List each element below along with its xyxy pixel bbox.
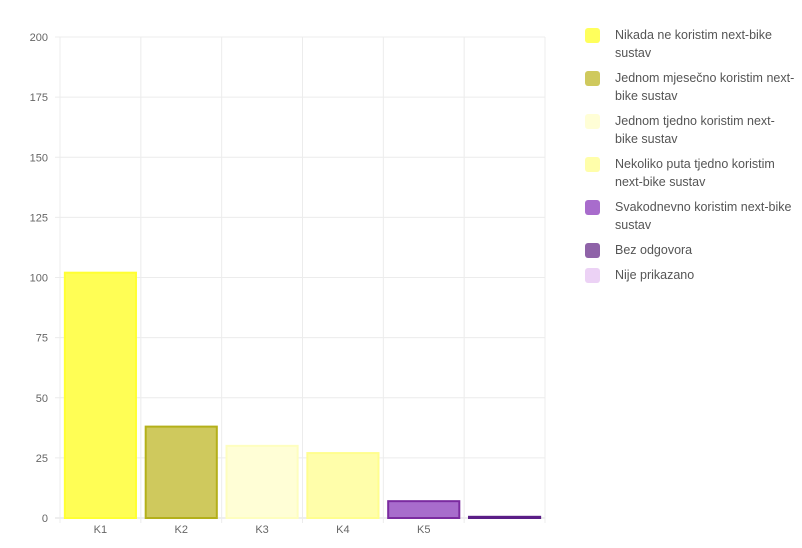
legend-item[interactable]: Jednom mjesečno koristim next-bike susta…	[585, 69, 797, 105]
bar-chart: 0 25 50 75 100 125 150 175 200 K1 K2 K3 K4 K5	[30, 32, 546, 536]
x-tick-label: K4	[336, 524, 349, 536]
legend-item[interactable]: Nije prikazano	[585, 266, 797, 284]
legend-swatch	[585, 71, 600, 86]
legend-label: Bez odgovora	[615, 243, 693, 257]
y-tick-label: 0	[42, 513, 48, 525]
legend-label: Jednom mjesečno koristim next-bike susta…	[615, 71, 795, 103]
y-tick-label: 75	[36, 333, 48, 345]
x-tick-label: K1	[94, 524, 107, 536]
legend-item[interactable]: Svakodnevno koristim next-bike sustav	[585, 198, 797, 234]
legend-label: Nekoliko puta tjedno koristim next-bike …	[615, 157, 775, 189]
bar-unlabeled[interactable]	[468, 515, 542, 519]
legend-swatch	[585, 157, 600, 172]
legend-label: Nije prikazano	[615, 268, 695, 282]
y-tick-label: 100	[30, 273, 48, 285]
legend-item[interactable]: Jednom tjedno koristim next-bike sustav	[585, 112, 797, 148]
grid-lines	[55, 36, 546, 523]
legend-swatch	[585, 243, 600, 258]
bars	[63, 271, 542, 520]
x-axis-ticks: K1 K2 K3 K4 K5	[94, 524, 431, 536]
legend-label: Nikada ne koristim next-bike sustav	[615, 28, 773, 60]
bar-k2[interactable]	[144, 425, 218, 519]
legend: Nikada ne koristim next-bike sustav Jedno…	[585, 26, 797, 291]
y-axis-ticks: 0 25 50 75 100 125 150 175 200	[30, 32, 48, 525]
x-tick-label: K5	[417, 524, 430, 536]
y-tick-label: 50	[36, 393, 48, 405]
legend-label: Jednom tjedno koristim next-bike sustav	[615, 114, 775, 146]
bar-k5[interactable]	[387, 500, 461, 520]
y-tick-label: 175	[30, 92, 48, 104]
y-tick-label: 125	[30, 212, 48, 224]
legend-item[interactable]: Bez odgovora	[585, 241, 797, 259]
x-tick-label: K3	[255, 524, 268, 536]
y-tick-label: 150	[30, 152, 48, 164]
y-tick-label: 25	[36, 453, 48, 465]
y-tick-label: 200	[30, 32, 48, 44]
legend-swatch	[585, 114, 600, 129]
bar-k3[interactable]	[225, 444, 299, 520]
legend-item[interactable]: Nekoliko puta tjedno koristim next-bike …	[585, 155, 797, 191]
bar-k4[interactable]	[306, 452, 380, 519]
legend-swatch	[585, 200, 600, 215]
legend-swatch	[585, 268, 600, 283]
legend-item[interactable]: Nikada ne koristim next-bike sustav	[585, 26, 797, 62]
legend-label: Svakodnevno koristim next-bike sustav	[615, 200, 792, 232]
x-tick-label: K2	[175, 524, 188, 536]
bar-k1[interactable]	[63, 271, 137, 519]
legend-swatch	[585, 28, 600, 43]
